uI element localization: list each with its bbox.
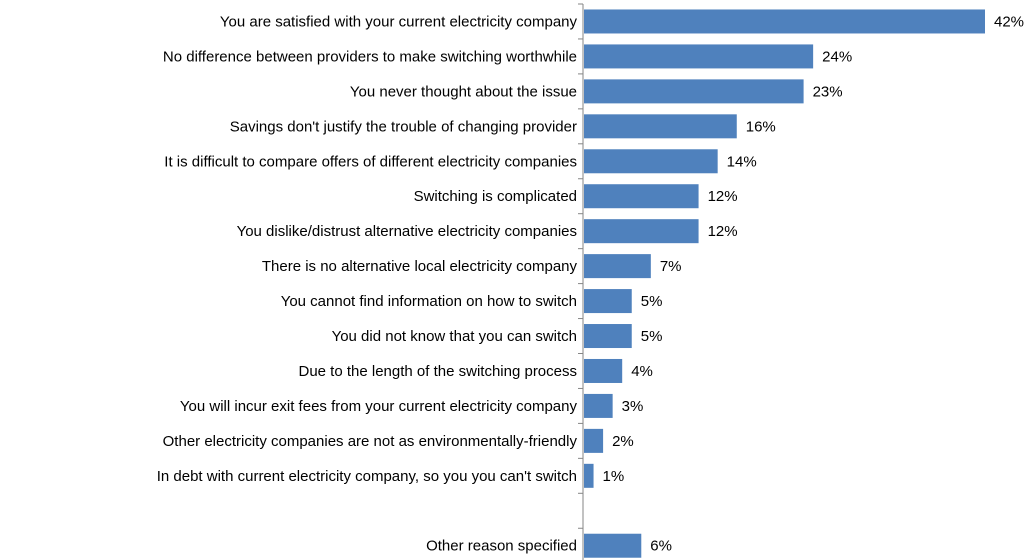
bar	[584, 114, 737, 139]
bar	[584, 79, 804, 104]
bar	[584, 9, 985, 34]
category-labels-group: You are satisfied with your current elec…	[157, 13, 578, 554]
category-label: You are satisfied with your current elec…	[220, 13, 578, 30]
category-label: You cannot find information on how to sw…	[281, 293, 577, 310]
category-label: Savings don't justify the trouble of cha…	[230, 118, 577, 135]
bar	[584, 324, 632, 349]
y-axis	[578, 3, 584, 560]
category-label: You never thought about the issue	[350, 83, 577, 100]
data-label: 5%	[641, 328, 663, 345]
data-label: 24%	[822, 48, 852, 65]
bar	[584, 149, 718, 174]
category-label: Other reason specified	[426, 538, 577, 555]
category-label: No difference between providers to make …	[163, 48, 577, 65]
bar	[584, 289, 632, 314]
data-label: 1%	[603, 468, 625, 485]
data-label: 2%	[612, 433, 634, 450]
data-label: 16%	[746, 118, 776, 135]
bar	[584, 219, 699, 244]
bar	[584, 254, 651, 279]
bar	[584, 184, 699, 209]
category-label: You will incur exit fees from your curre…	[180, 398, 578, 415]
data-label: 42%	[994, 13, 1024, 30]
data-label: 6%	[650, 538, 672, 555]
category-label: In debt with current electricity company…	[157, 468, 577, 485]
category-label: You did not know that you can switch	[332, 328, 577, 345]
data-label: 3%	[622, 398, 644, 415]
category-label: There is no alternative local electricit…	[262, 258, 578, 275]
category-label: You dislike/distrust alternative electri…	[237, 223, 577, 240]
category-label: Other electricity companies are not as e…	[163, 433, 578, 450]
bar	[584, 44, 814, 69]
category-label: Switching is complicated	[414, 188, 577, 205]
bar	[584, 393, 613, 418]
bar	[584, 428, 604, 453]
bar	[584, 533, 642, 558]
bars-group	[584, 9, 985, 558]
data-label: 14%	[727, 153, 757, 170]
data-label: 23%	[813, 83, 843, 100]
bar	[584, 358, 623, 383]
category-label: It is difficult to compare offers of dif…	[164, 153, 577, 170]
data-label: 12%	[708, 188, 738, 205]
data-label: 12%	[708, 223, 738, 240]
value-labels-group: 42% 24% 23% 16% 14% 12% 12% 7% 5% 5% 4% 3% 2% 1% 6%	[603, 13, 1024, 554]
bar	[584, 463, 594, 488]
data-label: 5%	[641, 293, 663, 310]
category-label: Due to the length of the switching proce…	[299, 363, 578, 380]
data-label: 4%	[631, 363, 653, 380]
data-label: 7%	[660, 258, 682, 275]
